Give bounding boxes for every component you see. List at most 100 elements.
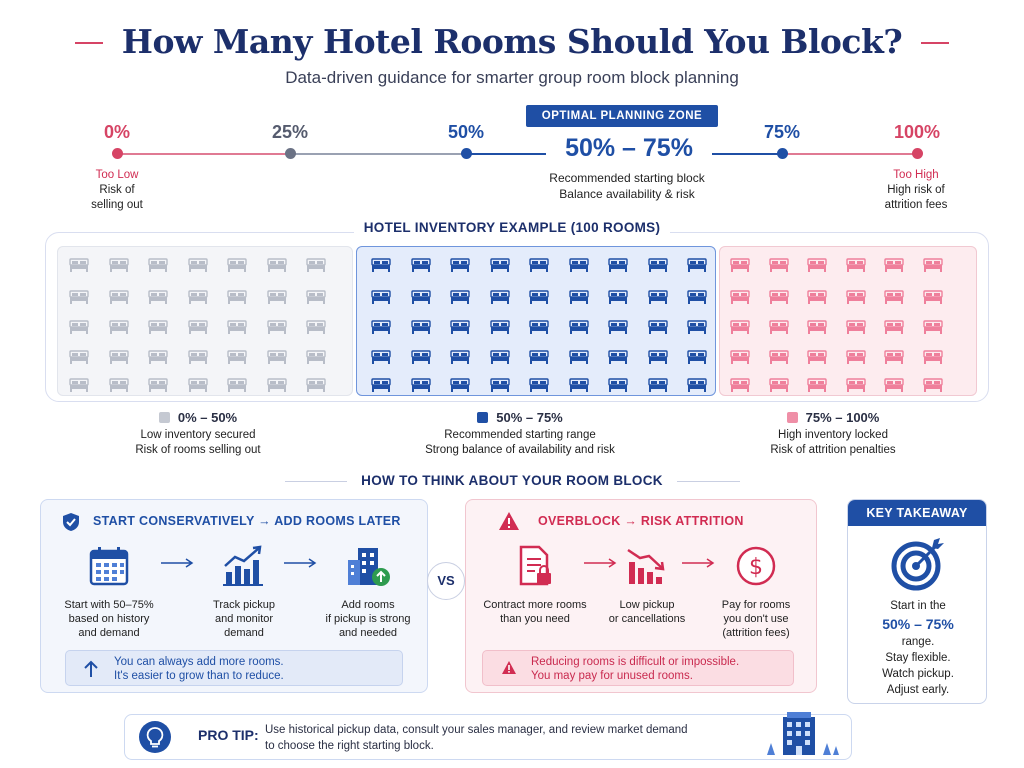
bed-low-icon bbox=[306, 258, 326, 272]
step-contract-line-1: Contract more rooms bbox=[483, 599, 587, 611]
bed-optimal-icon bbox=[410, 290, 431, 304]
step-start-line-3: and demand bbox=[78, 627, 140, 639]
takeaway-line-4: Watch pickup. bbox=[882, 668, 954, 680]
pro-tip-text-2: to choose the right starting block. bbox=[265, 740, 434, 752]
arrow-right-icon bbox=[161, 558, 194, 568]
bed-high-icon bbox=[768, 290, 789, 304]
bed-high-icon bbox=[807, 350, 827, 364]
conservative-note: You can always add more rooms. It's easi… bbox=[65, 650, 403, 686]
bed-optimal-icon bbox=[608, 350, 628, 364]
bed-high-icon bbox=[884, 350, 904, 364]
overblock-panel: OVERBLOCK → RISK ATTRITION Contract more… bbox=[465, 499, 817, 693]
bed-low-icon bbox=[69, 290, 89, 304]
bed-optimal-icon bbox=[568, 290, 589, 304]
overblock-note-2: You may pay for unused rooms. bbox=[531, 670, 693, 682]
bed-low-icon bbox=[227, 290, 247, 304]
bed-low-icon bbox=[148, 320, 168, 334]
step-low-pickup-line-1: Low pickup bbox=[619, 599, 675, 611]
bed-low-icon bbox=[306, 290, 326, 304]
scale-dot-75 bbox=[777, 148, 788, 159]
bed-optimal-icon bbox=[687, 258, 707, 272]
scale-segment-mid bbox=[290, 153, 466, 155]
bed-optimal-icon bbox=[529, 378, 549, 392]
title-row: How Many Hotel Rooms Should You Block? bbox=[0, 22, 1024, 61]
legend-optimal: 50% – 75% Recommended starting range Str… bbox=[405, 410, 635, 458]
target-icon bbox=[891, 538, 944, 591]
bed-low-icon bbox=[227, 258, 247, 272]
legend-low-line-2: Risk of rooms selling out bbox=[135, 444, 261, 456]
bed-low-icon bbox=[108, 320, 129, 334]
overblock-note: Reducing rooms is difficult or impossibl… bbox=[482, 650, 794, 686]
check-shield-icon bbox=[63, 513, 79, 531]
legend-high-line-2: Risk of attrition penalties bbox=[770, 444, 896, 456]
bed-high-icon bbox=[884, 378, 904, 392]
page-subtitle: Data-driven guidance for smarter group r… bbox=[285, 68, 739, 87]
bed-high-icon bbox=[884, 290, 904, 304]
title-dash-right bbox=[920, 41, 949, 44]
bed-low-icon bbox=[108, 350, 129, 364]
bed-low-icon bbox=[187, 378, 208, 392]
bed-low-icon bbox=[69, 320, 89, 334]
bed-low-icon bbox=[306, 350, 326, 364]
pro-tip-text-1: Use historical pickup data, consult your… bbox=[265, 724, 688, 736]
key-takeaway-card: KEY TAKEAWAY Start in the 50% – 75% rang… bbox=[847, 499, 987, 704]
percentage-scale: 0% 25% 50% 75% 100% Too Low Risk of sell… bbox=[0, 100, 1024, 213]
legend-optimal-swatch bbox=[477, 412, 489, 423]
bed-low-icon bbox=[148, 350, 168, 364]
overblock-note-1: Reducing rooms is difficult or impossibl… bbox=[531, 656, 740, 668]
bed-optimal-icon bbox=[489, 258, 510, 272]
bed-optimal-icon bbox=[450, 290, 470, 304]
legend-optimal-line-2: Strong balance of availability and risk bbox=[425, 444, 615, 456]
bed-low-icon bbox=[148, 378, 168, 392]
bed-low-icon bbox=[306, 320, 326, 334]
bed-optimal-icon bbox=[647, 258, 668, 272]
bed-optimal-icon bbox=[371, 320, 391, 334]
bed-optimal-icon bbox=[529, 320, 549, 334]
bed-high-icon bbox=[845, 320, 866, 334]
arrow-right-icon bbox=[682, 558, 715, 568]
bed-optimal-icon bbox=[450, 320, 470, 334]
step-add-line-3: and needed bbox=[338, 627, 398, 639]
step-start-line-1: Start with 50–75% bbox=[64, 599, 154, 611]
bed-optimal-icon bbox=[450, 378, 470, 392]
scale-dot-100 bbox=[912, 148, 923, 159]
bed-high-icon bbox=[807, 290, 827, 304]
takeaway-line-2: range. bbox=[901, 636, 935, 648]
page-title: How Many Hotel Rooms Should You Block? bbox=[121, 22, 903, 61]
step-pay-line-2: you don't use bbox=[723, 613, 789, 625]
takeaway-line-1: Start in the bbox=[890, 600, 946, 612]
bed-high-icon bbox=[807, 320, 827, 334]
hotel-add-icon bbox=[348, 548, 390, 586]
scale-segment-low bbox=[118, 153, 290, 155]
bed-low-icon bbox=[266, 320, 287, 334]
bed-low-icon bbox=[227, 378, 247, 392]
step-track: Track pickup and monitor demand bbox=[189, 544, 299, 640]
tick-label-25: 25% bbox=[271, 122, 309, 142]
bed-optimal-icon bbox=[371, 378, 391, 392]
bed-optimal-icon bbox=[687, 350, 707, 364]
legend-high-swatch bbox=[786, 412, 798, 423]
too-high-line-2: attrition fees bbox=[884, 199, 948, 211]
bed-optimal-icon bbox=[529, 258, 549, 272]
legend-high-line-1: High inventory locked bbox=[778, 429, 888, 441]
step-pay-line-3: (attrition fees) bbox=[722, 627, 790, 639]
bed-optimal-icon bbox=[647, 320, 668, 334]
growth-chart-icon bbox=[223, 545, 263, 586]
bed-high-icon bbox=[768, 320, 789, 334]
bed-low-icon bbox=[187, 258, 208, 272]
bed-optimal-icon bbox=[489, 290, 510, 304]
bed-optimal-icon bbox=[687, 290, 707, 304]
tick-label-0: 0% bbox=[103, 122, 130, 142]
step-contract-line-2: than you need bbox=[500, 613, 570, 625]
calendar-icon bbox=[89, 547, 129, 586]
legend-optimal-range: 50% – 75% bbox=[496, 410, 563, 425]
too-low-note: Too Low Risk of selling out bbox=[67, 168, 167, 213]
bed-high-icon bbox=[730, 258, 750, 272]
key-takeaway-head: KEY TAKEAWAY bbox=[848, 500, 986, 526]
bed-high-icon bbox=[922, 350, 943, 364]
step-pay: $ Pay for rooms you don't use (attrition… bbox=[701, 544, 811, 640]
bed-low-icon bbox=[108, 258, 129, 272]
step-start-line-2: based on history bbox=[68, 613, 150, 625]
bed-low-icon bbox=[227, 350, 247, 364]
bed-high-icon bbox=[845, 258, 866, 272]
